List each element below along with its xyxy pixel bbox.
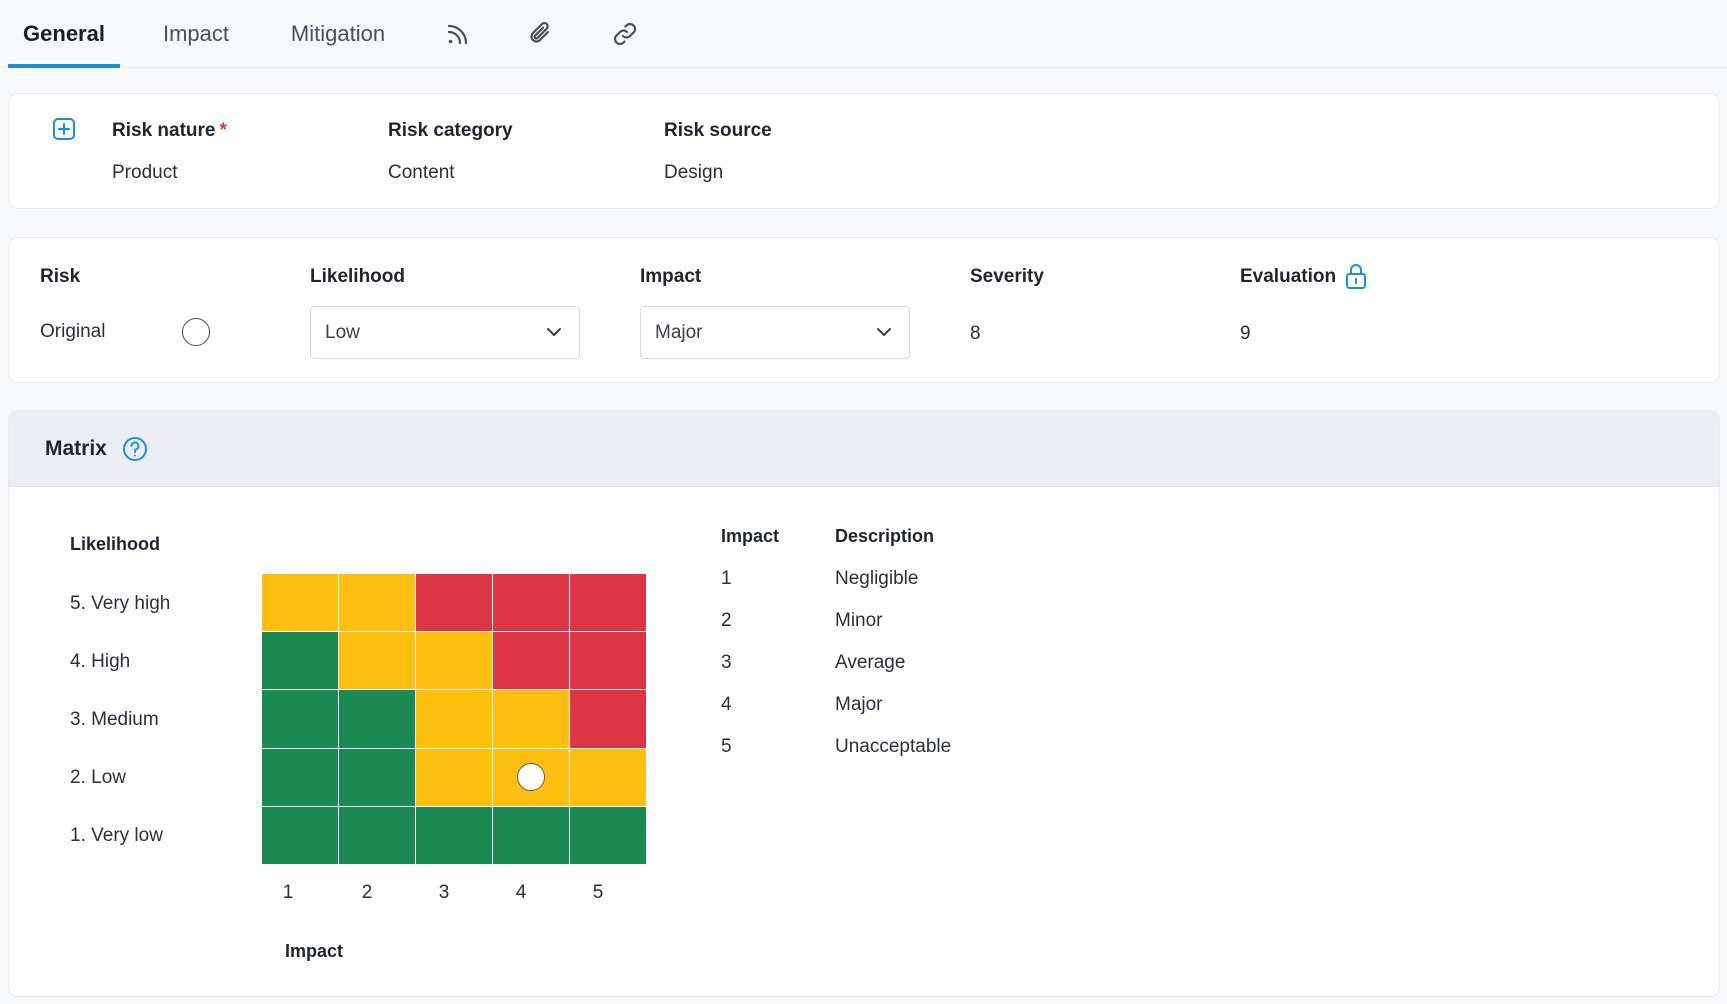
tab-links-icon[interactable] (607, 0, 643, 68)
matrix-cell-red[interactable] (570, 632, 646, 690)
rss-feed-icon (447, 24, 468, 45)
matrix-cell-red[interactable] (493, 632, 569, 690)
col-label-5: 5 (592, 882, 604, 903)
impact-select-value: Major (655, 321, 703, 343)
matrix-cell-yellow[interactable] (416, 690, 492, 748)
classification-card: Risk nature * Product Risk category Conte… (8, 93, 1720, 209)
col-label-4: 4 (515, 882, 527, 903)
tab-rss-feed-icon[interactable] (440, 0, 476, 68)
matrix-cell-yellow[interactable] (262, 574, 338, 632)
col-label-3: 3 (438, 882, 450, 903)
legend-number: 2 (721, 610, 732, 631)
risk-nature-label: Risk nature * (112, 120, 227, 142)
matrix-cell-green[interactable] (339, 748, 415, 806)
chevron-down-icon (877, 328, 891, 336)
legend-impact-header: Impact (721, 526, 780, 546)
matrix-cell-green[interactable] (339, 806, 415, 864)
risk-label: Risk (40, 266, 81, 287)
help-icon[interactable] (122, 436, 148, 462)
paperclip-icon (530, 21, 550, 43)
legend-description: Unacceptable (835, 736, 952, 757)
row-label-medium: 3. Medium (70, 709, 159, 730)
link-icon (613, 22, 637, 46)
matrix-cell-green[interactable] (416, 806, 492, 864)
original-label: Original (40, 321, 106, 342)
evaluation-value: 9 (1240, 323, 1251, 344)
required-mark: * (219, 120, 227, 141)
matrix-cell-yellow[interactable] (570, 748, 646, 806)
impact-axis-title: Impact (285, 941, 344, 961)
current-risk-marker (517, 763, 545, 792)
tab-mitigation-label: Mitigation (290, 21, 386, 46)
likelihood-label: Likelihood (310, 266, 405, 287)
tab-general-label: General (23, 21, 105, 46)
legend-number: 1 (721, 568, 732, 589)
row-label-very-high: 5. Very high (70, 593, 171, 614)
tab-attachments-icon[interactable] (523, 0, 559, 68)
matrix-header: Matrix (9, 411, 1719, 487)
impact-select[interactable]: Major (640, 306, 910, 359)
matrix-cell-green[interactable] (262, 690, 338, 748)
plus-square-icon[interactable] (52, 117, 76, 141)
row-label-high: 4. High (70, 651, 131, 672)
legend-number: 5 (721, 736, 732, 757)
legend-number: 4 (721, 694, 732, 715)
matrix-cell-red[interactable] (493, 574, 569, 632)
tab-general[interactable]: General (8, 0, 120, 68)
risk-source-value: Design (664, 162, 724, 183)
tab-impact[interactable]: Impact (150, 0, 242, 68)
risk-nature-label-text: Risk nature (112, 120, 216, 141)
legend-description-header: Description (835, 526, 935, 546)
matrix-cell-yellow[interactable] (339, 574, 415, 632)
risk-category-value: Content (388, 162, 455, 183)
matrix-cell-yellow[interactable] (493, 748, 569, 806)
matrix-cell-green[interactable] (570, 806, 646, 864)
legend-description: Major (835, 694, 883, 715)
evaluation-label: Evaluation (1240, 266, 1337, 287)
matrix-cell-yellow[interactable] (493, 690, 569, 748)
col-label-2: 2 (361, 882, 373, 903)
likelihood-select[interactable]: Low (310, 306, 580, 359)
likelihood-axis-title: Likelihood (70, 534, 160, 554)
lock-icon[interactable] (1344, 262, 1368, 290)
tab-bar: General Impact Mitigation (0, 0, 1727, 68)
matrix-cell-green[interactable] (262, 806, 338, 864)
row-label-very-low: 1. Very low (70, 825, 163, 846)
matrix-cell-yellow[interactable] (416, 632, 492, 690)
risk-matrix-grid (262, 574, 646, 864)
risk-evaluation-card: Risk Original Likelihood Low Impact Majo… (8, 237, 1720, 383)
risk-nature-value: Product (112, 162, 178, 183)
matrix-cell-green[interactable] (262, 632, 338, 690)
legend-description: Negligible (835, 568, 919, 589)
risk-source-label: Risk source (664, 120, 772, 141)
severity-label: Severity (970, 266, 1044, 287)
matrix-cell-yellow[interactable] (339, 632, 415, 690)
matrix-cell-green[interactable] (262, 748, 338, 806)
legend-description: Minor (835, 610, 883, 631)
matrix-cell-red[interactable] (570, 690, 646, 748)
likelihood-select-value: Low (325, 321, 360, 343)
original-radio[interactable] (182, 318, 210, 346)
legend-number: 3 (721, 652, 732, 673)
tab-mitigation[interactable]: Mitigation (280, 0, 396, 68)
chevron-down-icon (547, 328, 561, 336)
impact-label: Impact (640, 266, 702, 287)
row-label-low: 2. Low (70, 767, 126, 788)
matrix-title: Matrix (45, 437, 107, 460)
matrix-cell-yellow[interactable] (416, 748, 492, 806)
risk-category-label: Risk category (388, 120, 513, 141)
matrix-cell-green[interactable] (493, 806, 569, 864)
legend-description: Average (835, 652, 906, 673)
matrix-cell-red[interactable] (570, 574, 646, 632)
matrix-cell-red[interactable] (416, 574, 492, 632)
col-label-1: 1 (282, 882, 294, 903)
tab-impact-label: Impact (162, 21, 230, 46)
matrix-cell-green[interactable] (339, 690, 415, 748)
severity-value: 8 (970, 323, 981, 344)
